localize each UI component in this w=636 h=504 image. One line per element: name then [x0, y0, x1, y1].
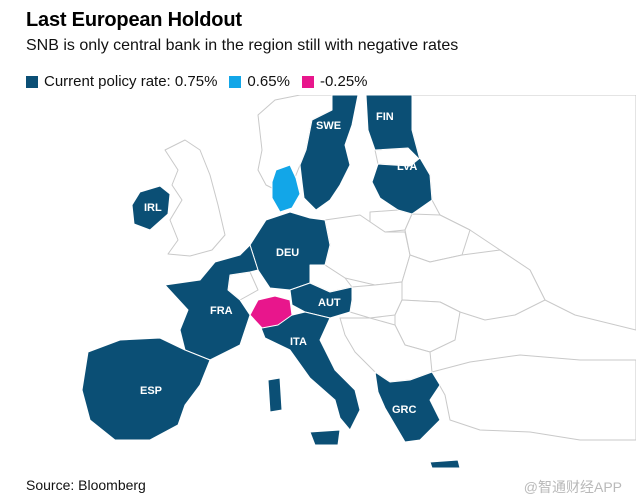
- europe-map: SWE FIN LVA IRL DEU FRA AUT ITA ESP GRC: [81, 95, 636, 469]
- legend-item-neg025: -0.25%: [301, 73, 368, 90]
- turkey-shape: [431, 354, 636, 441]
- legend: Current policy rate: 0.75% 0.65% -0.25%: [26, 73, 380, 90]
- crete-shape: [429, 459, 461, 469]
- latvia-shape: [371, 157, 433, 215]
- label-aut: AUT: [318, 297, 341, 309]
- label-irl: IRL: [144, 202, 162, 214]
- sicily-shape: [309, 429, 341, 446]
- legend-label-075: Current policy rate: 0.75%: [44, 73, 218, 90]
- label-esp: ESP: [140, 385, 162, 397]
- label-fra: FRA: [210, 305, 233, 317]
- denmark-shape: [271, 164, 301, 213]
- label-grc: GRC: [392, 404, 417, 416]
- legend-label-neg025: -0.25%: [319, 73, 368, 90]
- uk-shape: [164, 139, 226, 257]
- legend-swatch-neg025: [301, 75, 314, 88]
- label-swe: SWE: [316, 120, 341, 132]
- label-ita: ITA: [290, 336, 307, 348]
- italy-shape: [257, 311, 361, 431]
- chart-subtitle: SNB is only central bank in the region s…: [26, 37, 459, 54]
- legend-item-065: 0.65%: [229, 73, 290, 90]
- legend-item-075: Current policy rate: 0.75%: [26, 73, 217, 90]
- slovakia-hungary-shape: [349, 281, 403, 319]
- watermark: @智通财经APP: [523, 479, 622, 495]
- spain-portugal-shape: [81, 337, 211, 441]
- legend-swatch-075: [26, 75, 38, 88]
- switzerland-shape: [249, 295, 293, 329]
- finland-shape: [365, 95, 421, 161]
- austria-shape: [289, 282, 353, 319]
- france-shape: [164, 244, 259, 361]
- greece-shape: [374, 371, 441, 443]
- label-deu: DEU: [276, 247, 299, 259]
- label-lva: LVA: [397, 161, 417, 173]
- ireland-shape: [131, 185, 171, 231]
- chart-title: Last European Holdout: [26, 9, 242, 31]
- legend-label-065: 0.65%: [247, 73, 290, 90]
- sweden-shape: [299, 95, 359, 211]
- source-note: Source: Bloomberg: [26, 477, 146, 493]
- sardinia-shape: [267, 377, 283, 413]
- label-fin: FIN: [376, 111, 394, 123]
- legend-swatch-065: [229, 75, 242, 88]
